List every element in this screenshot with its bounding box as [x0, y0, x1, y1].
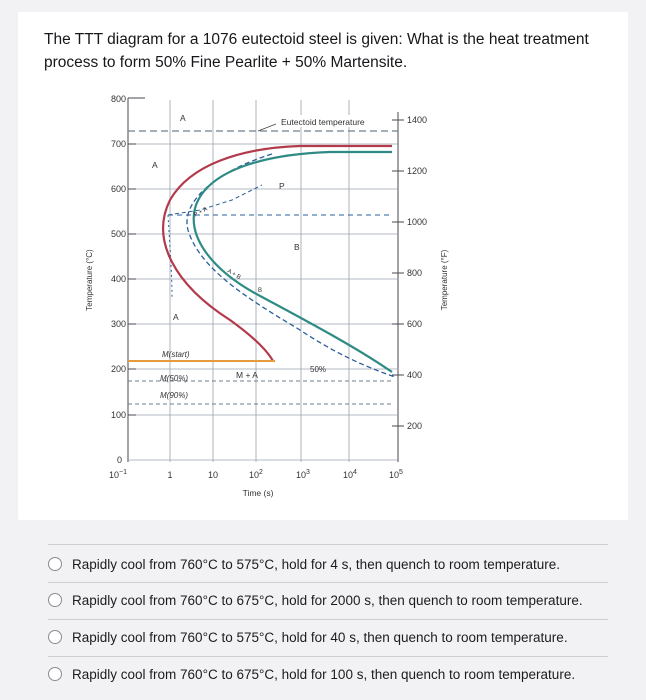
time-tick-10: 10 [208, 470, 218, 480]
eutectoid-leader [257, 123, 277, 132]
region-labels: A Eutectoid temperature A P B A P + A A … [152, 113, 378, 400]
time-tick-100000: 105 [389, 469, 403, 480]
radio-icon[interactable] [48, 557, 62, 571]
option-4[interactable]: Rapidly cool from 760°C to 675°C, hold f… [48, 656, 608, 692]
label-eutectoid: Eutectoid temperature [281, 117, 365, 127]
left-axis-label: Temperature (°C) [85, 249, 94, 311]
transformation-start-curve [162, 144, 392, 362]
label-austenite-mid: A [152, 160, 158, 170]
grid [128, 100, 398, 462]
option-4-text: Rapidly cool from 760°C to 675°C, hold f… [72, 666, 576, 682]
transformation-finish-curve [192, 150, 393, 373]
c-tick-700: 700 [111, 139, 126, 149]
option-1-text: Rapidly cool from 760°C to 575°C, hold f… [72, 556, 561, 572]
fahrenheit-tick-labels: 1400 1200 1000 800 600 400 200 [407, 115, 427, 431]
c-tick-800: 800 [111, 94, 126, 104]
f-tick-200: 200 [407, 421, 422, 431]
f-tick-600: 600 [407, 319, 422, 329]
radio-icon[interactable] [48, 667, 62, 681]
option-1[interactable]: Rapidly cool from 760°C to 575°C, hold f… [48, 546, 608, 582]
label-b-small: B [258, 288, 262, 294]
label-bainite: B [294, 242, 300, 252]
options-divider [48, 619, 608, 620]
option-3[interactable]: Rapidly cool from 760°C to 575°C, hold f… [48, 619, 608, 655]
time-tick-0: 10−1 [109, 469, 127, 480]
plot-axes [127, 97, 399, 462]
celsius-ticks [128, 143, 136, 416]
f-tick-1200: 1200 [407, 166, 427, 176]
fahrenheit-ticks [392, 119, 404, 427]
option-2[interactable]: Rapidly cool from 760°C to 675°C, hold f… [48, 582, 608, 618]
label-m50: M(50%) [160, 374, 188, 383]
time-tick-1: 1 [167, 470, 172, 480]
question-text: The TTT diagram for a 1076 eutectoid ste… [44, 28, 604, 74]
options-divider [48, 656, 608, 657]
time-tick-10000: 104 [343, 469, 357, 480]
f-tick-800: 800 [407, 268, 422, 278]
option-2-text: Rapidly cool from 760°C to 675°C, hold f… [72, 592, 583, 608]
left-dotted-curve [167, 214, 173, 301]
f-tick-1400: 1400 [407, 115, 427, 125]
c-tick-600: 600 [111, 184, 126, 194]
ttt-diagram: 800 700 600 500 400 300 200 100 0 1400 1… [85, 94, 449, 498]
radio-icon[interactable] [48, 630, 62, 644]
options-divider-top [48, 544, 608, 545]
label-m-start: M(start) [162, 350, 190, 359]
c-tick-0: 0 [117, 455, 122, 465]
options-divider [48, 582, 608, 583]
label-austenite-top: A [180, 113, 186, 123]
c-tick-500: 500 [111, 229, 126, 239]
right-axis-label: Temperature (°F) [440, 249, 449, 310]
bottom-axis-label: Time (s) [243, 488, 274, 498]
f-tick-400: 400 [407, 370, 422, 380]
radio-icon[interactable] [48, 593, 62, 607]
f-tick-1000: 1000 [407, 217, 427, 227]
c-tick-200: 200 [111, 364, 126, 374]
question-line-2: process to form 50% Fine Pearlite + 50% … [44, 54, 408, 71]
question-card [18, 12, 628, 520]
time-tick-1000: 103 [296, 469, 310, 480]
label-m90: M(90%) [160, 391, 188, 400]
label-m-plus-a: M + A [236, 370, 258, 380]
pa-boundary [167, 184, 263, 216]
label-pearlite: P [279, 181, 285, 191]
label-50-percent: 50% [310, 365, 326, 374]
c-tick-300: 300 [111, 319, 126, 329]
option-3-text: Rapidly cool from 760°C to 575°C, hold f… [72, 629, 568, 645]
time-tick-labels: 10−1 1 10 102 103 104 105 [109, 469, 403, 480]
label-austenite-low: A [173, 312, 179, 322]
c-tick-100: 100 [111, 410, 126, 420]
c-tick-400: 400 [111, 274, 126, 284]
question-line-1: The TTT diagram for a 1076 eutectoid ste… [44, 31, 589, 48]
time-tick-100: 102 [249, 469, 263, 480]
celsius-tick-labels: 800 700 600 500 400 300 200 100 0 [111, 94, 126, 465]
